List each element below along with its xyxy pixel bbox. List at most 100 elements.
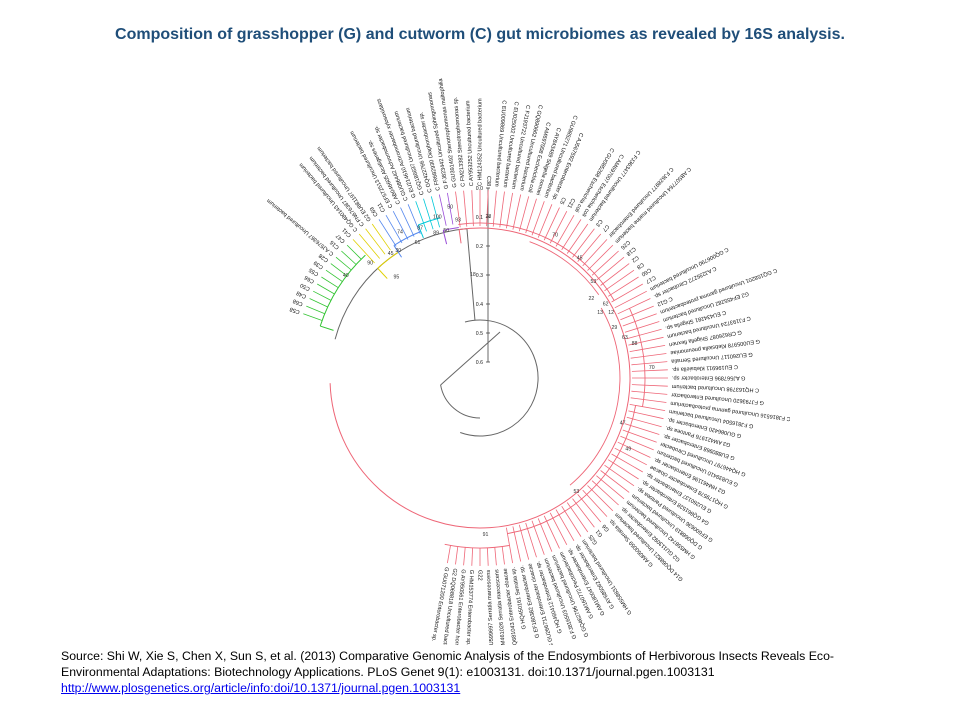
leaf-label: C16	[329, 239, 341, 250]
branch-support-label: 90	[367, 260, 373, 266]
leaf-branch	[631, 390, 668, 395]
branch-support-label: 29	[612, 325, 618, 331]
leaf-label: C66	[304, 274, 316, 284]
leaf-branch	[492, 190, 497, 227]
figure-title: Composition of grasshopper (G) and cutwo…	[115, 26, 845, 43]
leaf-branch	[537, 518, 553, 552]
leaf-branch	[438, 194, 447, 226]
root-arc-core	[440, 384, 481, 419]
leaf-branch	[561, 219, 582, 251]
branch-support-label: 100	[433, 215, 442, 221]
leaf-branch	[626, 416, 662, 428]
caption-line-2: Environmental Adaptations: Biotechnology…	[61, 665, 715, 679]
leaf-label: C60	[640, 266, 652, 277]
branch-support-label: 88	[632, 341, 638, 347]
phylogenetic-tree: 0.0 0.1 0.2 0.3 0.4 0.5 0.6 40 90 95 45 30 74 61 87 89…	[170, 60, 790, 645]
leaf-label: G AJ567896 Enterobacter sp.	[672, 375, 746, 381]
leaf-branch	[407, 204, 421, 235]
leaf-branch	[365, 228, 386, 255]
leaf-label: C41	[342, 226, 353, 238]
leaf-branch	[622, 313, 657, 327]
leaf-branch	[531, 520, 545, 555]
clade-arc-cyan	[418, 217, 441, 226]
leaf-branch	[600, 263, 630, 286]
leaf-label: C AY953252 Uncultured bacterium	[465, 100, 475, 186]
leaf-branch	[607, 459, 639, 480]
clade-arc-green	[319, 254, 366, 327]
leaf-branch	[572, 498, 595, 528]
leaf-label: C48	[296, 289, 308, 299]
leaf-branch	[617, 441, 651, 458]
leaf-label: C EU196911 Klebsiella sp.	[671, 363, 738, 372]
leaf-branch	[620, 435, 654, 451]
leaf-branch	[614, 290, 647, 309]
leaf-branch	[341, 250, 357, 265]
red-subclade-arc	[529, 241, 600, 296]
leaf-branch	[486, 190, 489, 227]
leaf-branch	[309, 298, 328, 308]
branch-support-label: 28	[486, 214, 492, 220]
leaf-branch	[596, 475, 625, 500]
leaf-branch	[371, 223, 391, 251]
clade-stem-yellow	[377, 267, 388, 279]
leaf-branch	[494, 547, 497, 566]
leaf-branch	[392, 211, 409, 240]
leaf-branch	[549, 211, 568, 244]
grey-connector	[466, 228, 476, 321]
leaf-branch	[321, 276, 339, 289]
branch-support-label: 62	[603, 302, 609, 308]
leaf-branch	[611, 453, 643, 473]
clade-stem-blue	[393, 245, 402, 258]
leaf-branch	[358, 233, 381, 259]
scale-tick-label: 0.3	[476, 273, 483, 279]
branch-support-label: 13	[597, 310, 603, 316]
leaf-branch	[512, 194, 522, 230]
red-subclade-arc	[444, 543, 510, 549]
leaf-branch	[415, 201, 427, 232]
leaf-branch	[604, 464, 635, 487]
leaf-branch	[614, 447, 647, 466]
leaf-branch	[525, 522, 537, 558]
leaf-branch	[611, 283, 643, 303]
article-link[interactable]: http://www.plosgenetics.org/article/info…	[61, 681, 461, 695]
scale-tick-label: 0.1	[476, 215, 483, 221]
leaf-branch	[447, 192, 454, 225]
leaf-branch	[378, 219, 397, 247]
leaf-branch	[604, 269, 635, 292]
leaf-branch	[587, 485, 614, 512]
branch-support-label: 93	[455, 218, 461, 224]
branch-support-label: 61	[415, 240, 421, 246]
leaf-branch	[471, 547, 473, 566]
branch-support-label: 18	[470, 272, 476, 278]
leaf-branch	[471, 190, 474, 227]
scale-tick-label: 0.6	[476, 360, 483, 366]
branch-support-label: 49	[625, 446, 631, 452]
leaf-branch	[631, 369, 668, 372]
leaf-branch	[463, 190, 468, 227]
leaf-branch	[577, 494, 602, 523]
leaf-label: C11	[377, 201, 387, 213]
branch-support-label: 47	[620, 420, 626, 426]
leaf-branch	[630, 353, 667, 359]
leaf-branch	[525, 198, 537, 234]
leaf-branch	[325, 269, 343, 282]
leaf-branch	[346, 244, 362, 260]
root-stem	[440, 331, 501, 386]
leaf-label: G1	[595, 528, 604, 538]
clade-stem-cyan	[417, 224, 424, 239]
leaf-label: C FN676387 Uncultured bacterium	[308, 155, 366, 227]
leaf-branch	[629, 404, 666, 411]
leaf-branch	[624, 423, 660, 435]
leaf-branch	[628, 410, 664, 420]
leaf-branch	[313, 290, 332, 301]
leaf-branch	[487, 547, 489, 566]
branch-support-label: 45	[577, 255, 583, 261]
leaf-branch	[335, 256, 352, 271]
leaf-label: C AB507764 Uncultured marine bacterium	[613, 166, 692, 245]
scale-bar: 0.0 0.1 0.2 0.3 0.4 0.5 0.6	[476, 186, 490, 366]
leaf-label: C5	[558, 196, 566, 205]
leaf-branch	[330, 263, 347, 277]
leaf-label: C G12	[656, 295, 673, 307]
leaf-label: C21	[566, 197, 576, 209]
